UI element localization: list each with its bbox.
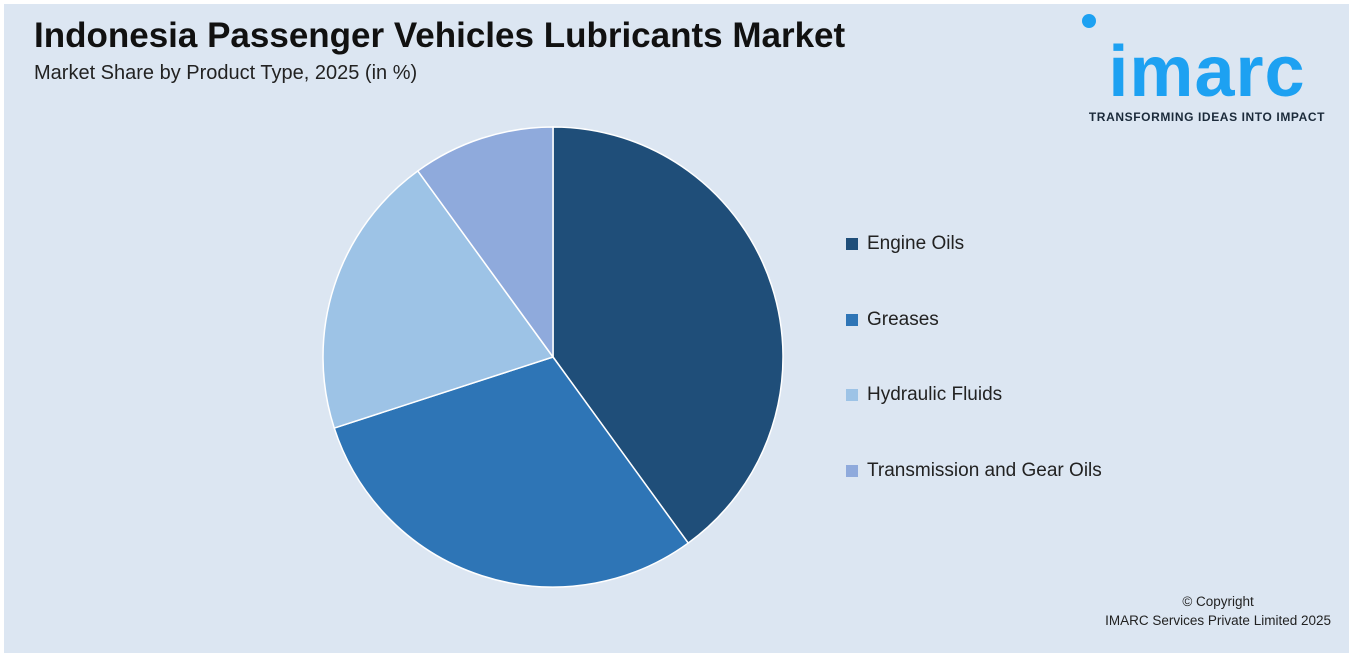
legend-swatch	[846, 464, 858, 477]
pie-slice-transmission-and-gear-oils	[416, 126, 554, 360]
pie-slice-greases	[333, 356, 690, 588]
legend-swatch	[846, 389, 858, 401]
legend-label: Transmission and Gear Oils	[867, 459, 1102, 481]
chart-subtitle: Market Share by Product Type, 2025 (in %…	[34, 62, 418, 84]
logo-wordmark: imarc	[1108, 32, 1306, 112]
pie-slice-hydraulic-fluids	[322, 169, 555, 430]
legend-swatch	[846, 238, 858, 250]
legend-label: Engine Oils	[867, 233, 965, 254]
logo-tagline: TRANSFORMING IDEAS INTO IMPACT	[1088, 110, 1326, 124]
legend-label: Greases	[867, 308, 939, 330]
legend-label: Hydraulic Fluids	[867, 384, 1003, 405]
chart-title: Indonesia Passenger Vehicles Lubricants …	[34, 16, 846, 55]
pie-slice-engine-oils	[552, 126, 784, 545]
copyright-notice: © Copyright IMARC Services Private Limit…	[1105, 592, 1331, 630]
imarc-logo: imarc TRANSFORMING IDEAS INTO IMPACT	[1076, 12, 1338, 127]
copyright-line-2: IMARC Services Private Limited 2025	[1105, 613, 1331, 628]
copyright-line-1: © Copyright	[1182, 594, 1254, 609]
logo-dot-icon	[1082, 14, 1096, 28]
legend-swatch	[846, 313, 858, 326]
